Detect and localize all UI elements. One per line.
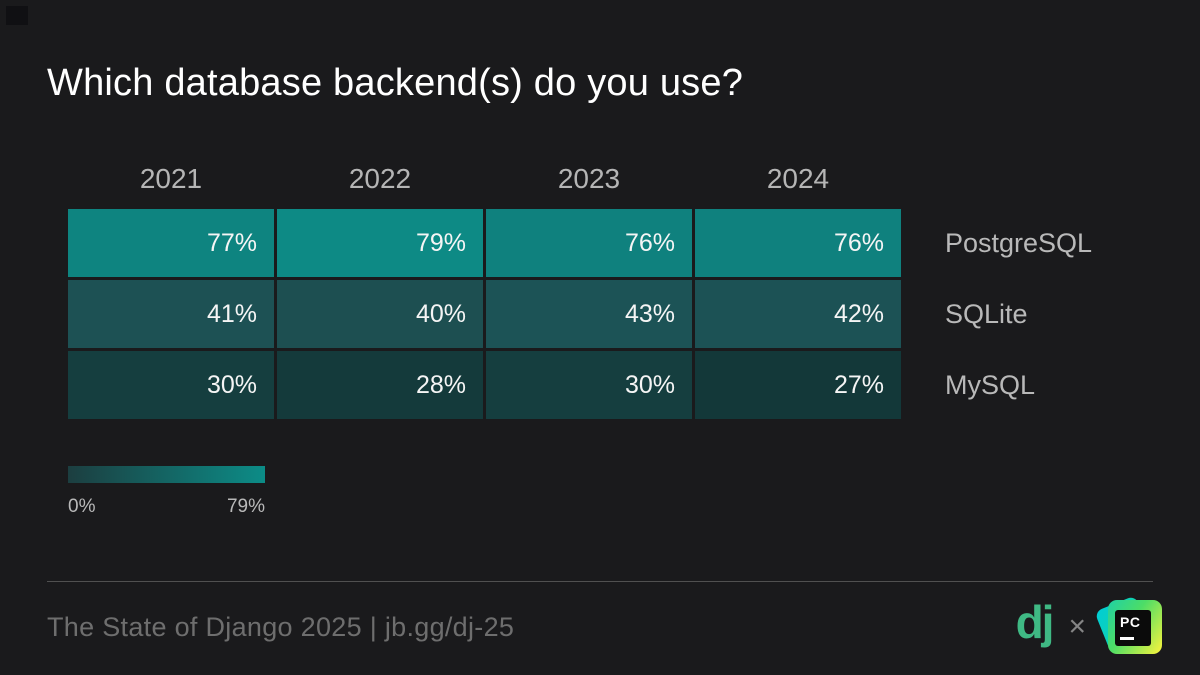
column-header-2023: 2023 — [557, 163, 621, 194]
heatmap-cell-mysql-2024: 27% — [695, 351, 901, 419]
pycharm-logo-inner-square: PC — [1115, 610, 1151, 646]
heatmap-cell-postgresql-2021: 77% — [68, 209, 274, 277]
row-label-mysql: MySQL — [945, 369, 1036, 400]
heatmap-cell-sqlite-2022: 40% — [277, 280, 483, 348]
column-header-2022: 2022 — [348, 163, 412, 194]
heatmap-grid: 77% 79% 76% 76% 41% 40% 43% 42% 30% 28% 30% 27% — [68, 209, 901, 419]
pycharm-logo-icon: PC — [1094, 595, 1162, 657]
row-label-sqlite: SQLite — [945, 298, 1028, 329]
column-header-2024: 2024 — [766, 163, 830, 194]
heatmap-cell-sqlite-2021: 41% — [68, 280, 274, 348]
heatmap-cell-sqlite-2024: 42% — [695, 280, 901, 348]
page-title: Which database backend(s) do you use? — [47, 62, 744, 104]
heatmap-cell-sqlite-2023: 43% — [486, 280, 692, 348]
django-logo-icon: dj — [1015, 596, 1055, 649]
legend-gradient-bar — [68, 466, 265, 483]
cross-separator-icon: × — [1068, 610, 1086, 643]
heatmap-cell-postgresql-2022: 79% — [277, 209, 483, 277]
corner-mark — [6, 6, 28, 25]
heatmap-cell-postgresql-2023: 76% — [486, 209, 692, 277]
footer-text: The State of Django 2025 | jb.gg/dj-25 — [47, 611, 515, 642]
column-headers: 2021 2022 2023 2024 — [68, 162, 901, 196]
pycharm-logo-underscore — [1120, 637, 1134, 640]
heatmap-legend: 0% 79% — [68, 466, 265, 518]
heatmap-cell-mysql-2021: 30% — [68, 351, 274, 419]
footer-divider — [47, 581, 1153, 582]
legend-min-label: 0% — [68, 496, 96, 517]
legend-max-label: 79% — [226, 496, 265, 517]
column-header-2021: 2021 — [139, 163, 203, 194]
heatmap-cell-mysql-2022: 28% — [277, 351, 483, 419]
footer: The State of Django 2025 | jb.gg/dj-25 d… — [47, 595, 1162, 658]
pycharm-logo-text: PC — [1120, 614, 1141, 630]
logos: dj × PC — [1015, 595, 1162, 657]
row-labels: PostgreSQL SQLite MySQL — [945, 209, 1092, 419]
heatmap-cell-mysql-2023: 30% — [486, 351, 692, 419]
row-label-postgresql: PostgreSQL — [945, 227, 1093, 258]
heatmap-cell-postgresql-2024: 76% — [695, 209, 901, 277]
legend-labels: 0% 79% — [68, 496, 265, 518]
